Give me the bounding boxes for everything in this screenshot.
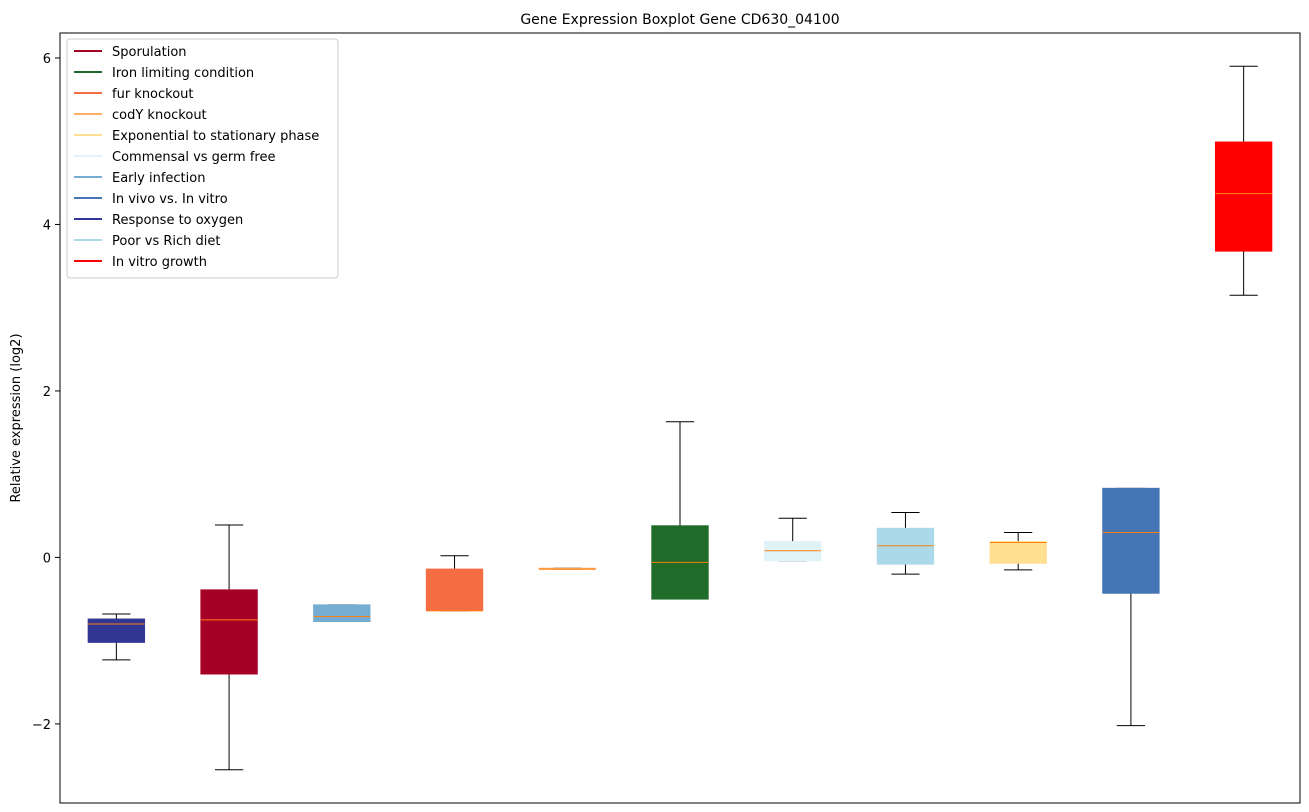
y-tick-label: 2 bbox=[43, 385, 51, 400]
chart-title: Gene Expression Boxplot Gene CD630_04100 bbox=[520, 12, 839, 28]
box-7 bbox=[764, 517, 822, 562]
box-body bbox=[200, 589, 258, 675]
box-body bbox=[1102, 487, 1160, 594]
y-axis: −2 0 2 4 6 bbox=[32, 52, 60, 733]
box-3 bbox=[313, 604, 371, 623]
legend-frame bbox=[66, 38, 339, 279]
y-tick-label: 0 bbox=[43, 551, 51, 566]
y-axis-label: Relative expression (log2) bbox=[9, 333, 24, 502]
legend-label: Exponential to stationary phase bbox=[112, 129, 319, 144]
legend-label: In vitro growth bbox=[112, 255, 207, 270]
box-4 bbox=[425, 555, 484, 612]
box-body bbox=[1214, 141, 1273, 252]
box-6 bbox=[651, 421, 709, 600]
legend-label: Poor vs Rich diet bbox=[112, 234, 220, 249]
box-11 bbox=[1214, 65, 1273, 296]
legend: Sporulation Iron limiting condition fur kn… bbox=[66, 38, 339, 279]
y-tick-label: 6 bbox=[43, 52, 51, 67]
box-5 bbox=[538, 567, 596, 570]
plot-area bbox=[87, 65, 1273, 771]
legend-label: In vivo vs. In vitro bbox=[112, 192, 228, 207]
box-10 bbox=[1102, 487, 1160, 727]
box-body bbox=[989, 541, 1047, 564]
y-tick-label: −2 bbox=[32, 718, 51, 733]
legend-label: Iron limiting condition bbox=[112, 66, 254, 81]
legend-label: Response to oxygen bbox=[112, 213, 243, 228]
box-body bbox=[425, 568, 484, 612]
y-tick-label: 4 bbox=[43, 218, 51, 233]
box-body bbox=[313, 604, 371, 623]
legend-label: Commensal vs germ free bbox=[112, 150, 275, 165]
legend-label: Early infection bbox=[112, 171, 205, 186]
legend-label: fur knockout bbox=[112, 87, 194, 102]
box-8 bbox=[876, 511, 935, 575]
box-1 bbox=[87, 613, 146, 661]
plot-frame bbox=[59, 32, 1301, 804]
box-9 bbox=[989, 531, 1047, 571]
legend-label: codY knockout bbox=[112, 108, 207, 123]
legend-label: Sporulation bbox=[112, 45, 187, 60]
box-2 bbox=[200, 524, 258, 771]
box-body bbox=[87, 618, 146, 643]
